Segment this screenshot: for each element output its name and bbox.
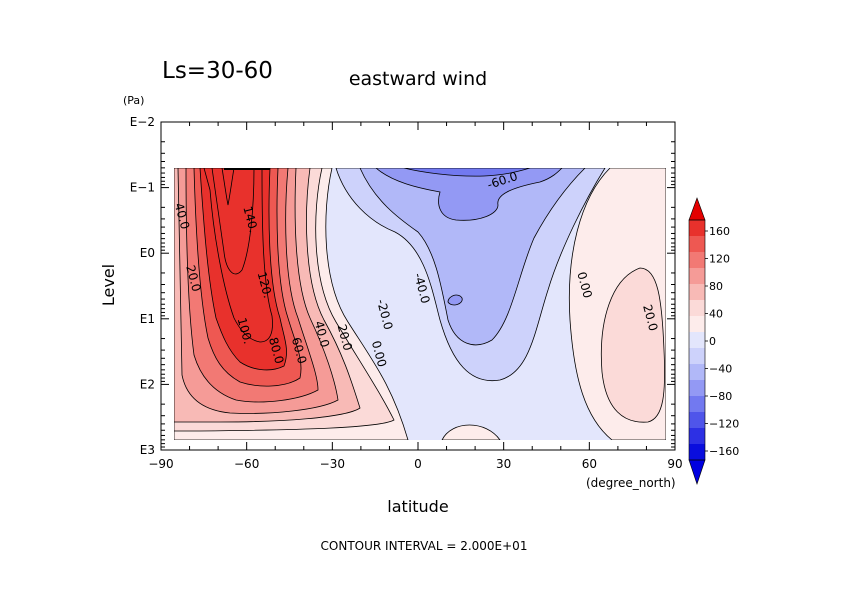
contour-interval-note: CONTOUR INTERVAL = 2.000E+01 [321, 539, 528, 553]
colorbar-tick-label: −120 [709, 418, 739, 431]
y-unit-label: (Pa) [123, 94, 144, 107]
y-tick-label: E1 [140, 312, 155, 326]
colorbar-tick-label: −80 [709, 390, 732, 403]
colorbar-top-arrow [688, 197, 706, 221]
colorbar-swatch [689, 268, 705, 285]
colorbar-tick-label: 120 [709, 253, 730, 266]
contour-label: 40.0 [172, 201, 192, 230]
colorbar-tick-label: −160 [709, 445, 739, 458]
contour-label: 60.0 [289, 336, 309, 365]
colorbar-tick-label: 80 [709, 280, 723, 293]
x-tick-label: 0 [414, 457, 422, 471]
x-tick-label: 60 [582, 457, 597, 471]
colorbar-swatch [689, 316, 705, 333]
x-axis-label: latitude [387, 497, 448, 516]
contour-label: 20.0 [183, 264, 203, 293]
x-unit-label: (degree_north) [586, 476, 676, 490]
y-tick-label: E2 [140, 377, 155, 391]
colorbar-swatch [689, 220, 705, 237]
colorbar-swatch [689, 412, 705, 429]
contour-fill-level [221, 168, 235, 206]
contour-field [174, 168, 666, 440]
contour-label: 0.00 [574, 270, 594, 299]
contour-fill-level [447, 294, 463, 306]
colorbar-swatch [689, 444, 705, 461]
colorbar-tick-label: 160 [709, 225, 730, 238]
contour-label: 80.0 [266, 336, 286, 365]
contour-label: 100. [235, 316, 255, 345]
x-tick-label: −60 [234, 457, 259, 471]
colorbar-tick-label: 0 [709, 335, 716, 348]
x-axis: −90 −60 −30 0 30 60 90 [148, 122, 683, 471]
x-tick-label: −90 [148, 457, 173, 471]
x-tick-label: 30 [496, 457, 511, 471]
colorbar-tick-label: −40 [709, 363, 732, 376]
y-tick-label: E−1 [130, 181, 155, 195]
contour-fill-level [359, 168, 586, 346]
y-axis-label: Level [99, 264, 118, 306]
contour-label: 20.0 [335, 323, 355, 352]
y-tick-label: E3 [140, 443, 155, 457]
colorbar-swatch [689, 252, 705, 269]
colorbar-frame [688, 219, 706, 461]
contour-fill-level [403, 168, 531, 177]
contour-label: 20.0 [640, 303, 660, 332]
jet-core-bar [224, 168, 270, 170]
colorbar-swatch [689, 236, 705, 253]
colorbar-swatch [689, 380, 705, 397]
colorbar-bottom-arrow [688, 459, 706, 485]
colorbar-swatch [689, 396, 705, 413]
contour-fill-level [375, 168, 563, 221]
contour-fill-level [441, 424, 501, 440]
colorbar: 160 120 80 40 0 −40 −80 −120 −160 [688, 197, 739, 485]
colorbar-tick-label: 40 [709, 308, 723, 321]
colorbar-swatch [689, 364, 705, 381]
x-tick-label: −30 [320, 457, 345, 471]
contour-label: 120. [255, 270, 275, 299]
contour-fill-level [211, 168, 255, 275]
contour-fill-level [600, 267, 666, 423]
colorbar-swatch [689, 284, 705, 301]
chart-title: eastward wind [349, 68, 487, 90]
contour-label: 140. [240, 205, 260, 234]
colorbar-swatch [689, 428, 705, 445]
colorbar-swatch [689, 332, 705, 349]
y-tick-label: E−2 [130, 115, 155, 129]
colorbar-swatch [689, 300, 705, 317]
y-axis: E−2 E−1 E0 E1 E2 E3 [130, 115, 675, 457]
contour-label: 40.0 [312, 319, 332, 348]
contour-label: 0.00 [369, 339, 389, 368]
chart-subtitle: Ls=30-60 [162, 58, 273, 84]
y-tick-label: E0 [140, 246, 155, 260]
x-tick-label: 90 [667, 457, 682, 471]
colorbar-swatch [689, 348, 705, 365]
